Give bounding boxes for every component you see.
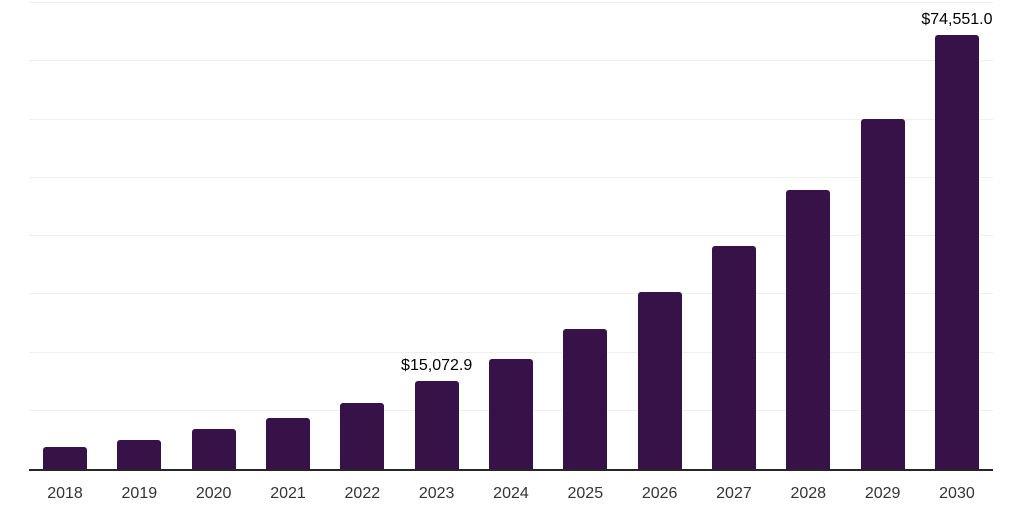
gridline [29, 118, 993, 120]
gridline [29, 235, 993, 236]
bar [786, 190, 831, 469]
x-axis-line [29, 469, 993, 471]
plot-area: $15,072.9 $74,551.0 [29, 2, 993, 469]
bar [711, 245, 756, 469]
gridline [29, 351, 993, 353]
bar-value-label: $74,551.0 [921, 10, 993, 28]
x-tick-label: 2028 [790, 485, 827, 502]
gridline [29, 293, 993, 295]
bar [637, 291, 682, 469]
bar [43, 446, 87, 469]
bar [563, 329, 608, 469]
bar [191, 429, 236, 469]
x-tick-label: 2023 [418, 485, 455, 502]
x-tick-label: 2021 [270, 485, 306, 502]
x-tick-label: 2018 [47, 485, 83, 502]
x-tick-label: 2025 [567, 485, 604, 502]
x-tick-label: 2024 [493, 485, 529, 502]
x-tick-label: 2020 [195, 485, 232, 502]
bar [860, 118, 905, 469]
bar-value-label: $15,072.9 [401, 357, 473, 375]
x-tick-label: 2022 [344, 485, 381, 502]
x-tick-label: 2027 [716, 485, 752, 502]
gridline [29, 60, 993, 62]
x-axis-labels: 2018 2019 2020 2021 2022 2023 2024 2025 2026 2027… [29, 484, 993, 503]
bar [117, 440, 162, 469]
gridline [29, 176, 993, 178]
bars-container: $15,072.9 $74,551.0 [29, 3, 993, 469]
gridline [29, 2, 993, 3]
x-tick-label: 2019 [121, 485, 158, 502]
bar [265, 417, 310, 469]
bar [340, 403, 385, 469]
x-tick-label: 2029 [864, 485, 901, 502]
bar: $15,072.9 [401, 358, 472, 469]
x-tick-label: 2026 [641, 485, 678, 502]
bar: $74,551.0 [921, 11, 993, 469]
bar [488, 358, 533, 469]
x-tick-label: 2030 [939, 485, 975, 502]
